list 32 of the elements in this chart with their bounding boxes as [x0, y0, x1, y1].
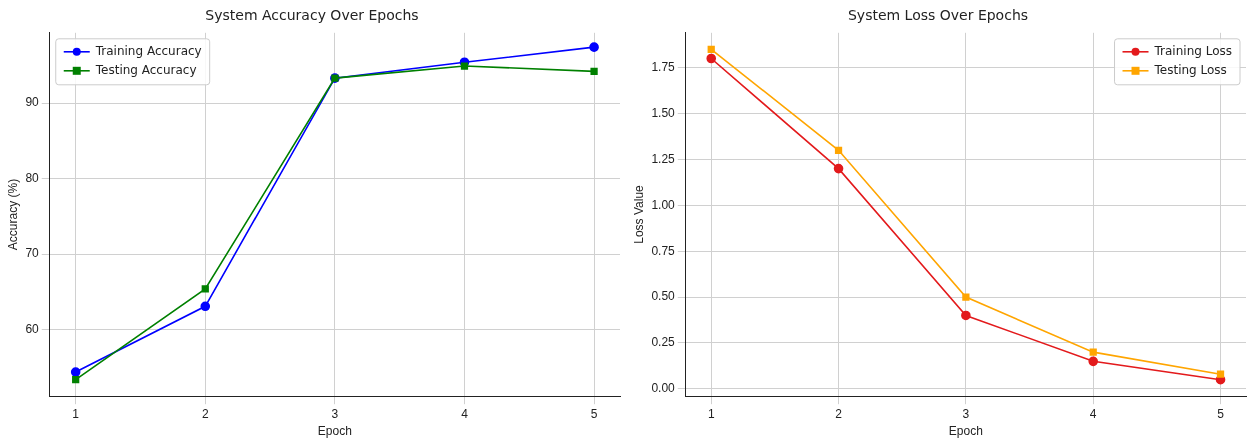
y-tick-label: 80 — [25, 170, 40, 185]
y-tick-label: 0.50 — [651, 289, 676, 304]
x-tick-label: 4 — [1089, 406, 1097, 421]
x-tick-label: 2 — [201, 406, 209, 421]
y-tick-label: 1.25 — [651, 151, 676, 166]
x-tick-label: 3 — [331, 406, 339, 421]
x-tick-label: 5 — [590, 406, 598, 421]
legend-label: Training Accuracy — [94, 43, 202, 58]
legend-label: Testing Accuracy — [94, 62, 197, 77]
y-tick-label: 0.00 — [651, 381, 676, 396]
y-tick-label: 90 — [25, 95, 40, 110]
x-tick-label: 1 — [72, 406, 80, 421]
y-axis-title: Accuracy (%) — [5, 178, 20, 251]
legend-label: Testing Loss — [1153, 62, 1227, 77]
y-tick-label: 0.75 — [651, 243, 676, 258]
y-tick-label: 60 — [25, 322, 40, 337]
y-tick-label: 1.75 — [651, 59, 676, 74]
chart-title: System Accuracy Over Epochs — [205, 7, 419, 24]
x-tick-label: 3 — [962, 406, 970, 421]
y-axis-title: Loss Value — [631, 184, 646, 244]
x-axis-title: Epoch — [317, 424, 352, 439]
x-tick-label: 4 — [461, 406, 469, 421]
y-tick-label: 1.50 — [651, 105, 676, 120]
x-tick-label: 1 — [707, 406, 715, 421]
x-tick-label: 2 — [835, 406, 843, 421]
x-tick-label: 5 — [1217, 406, 1225, 421]
chart-title: System Loss Over Epochs — [847, 7, 1029, 24]
y-tick-label: 70 — [25, 246, 40, 261]
y-tick-label: 1.00 — [651, 197, 676, 212]
y-tick-label: 0.25 — [651, 335, 676, 350]
legend-label: Training Loss — [1153, 43, 1232, 58]
x-axis-title: Epoch — [948, 424, 983, 439]
